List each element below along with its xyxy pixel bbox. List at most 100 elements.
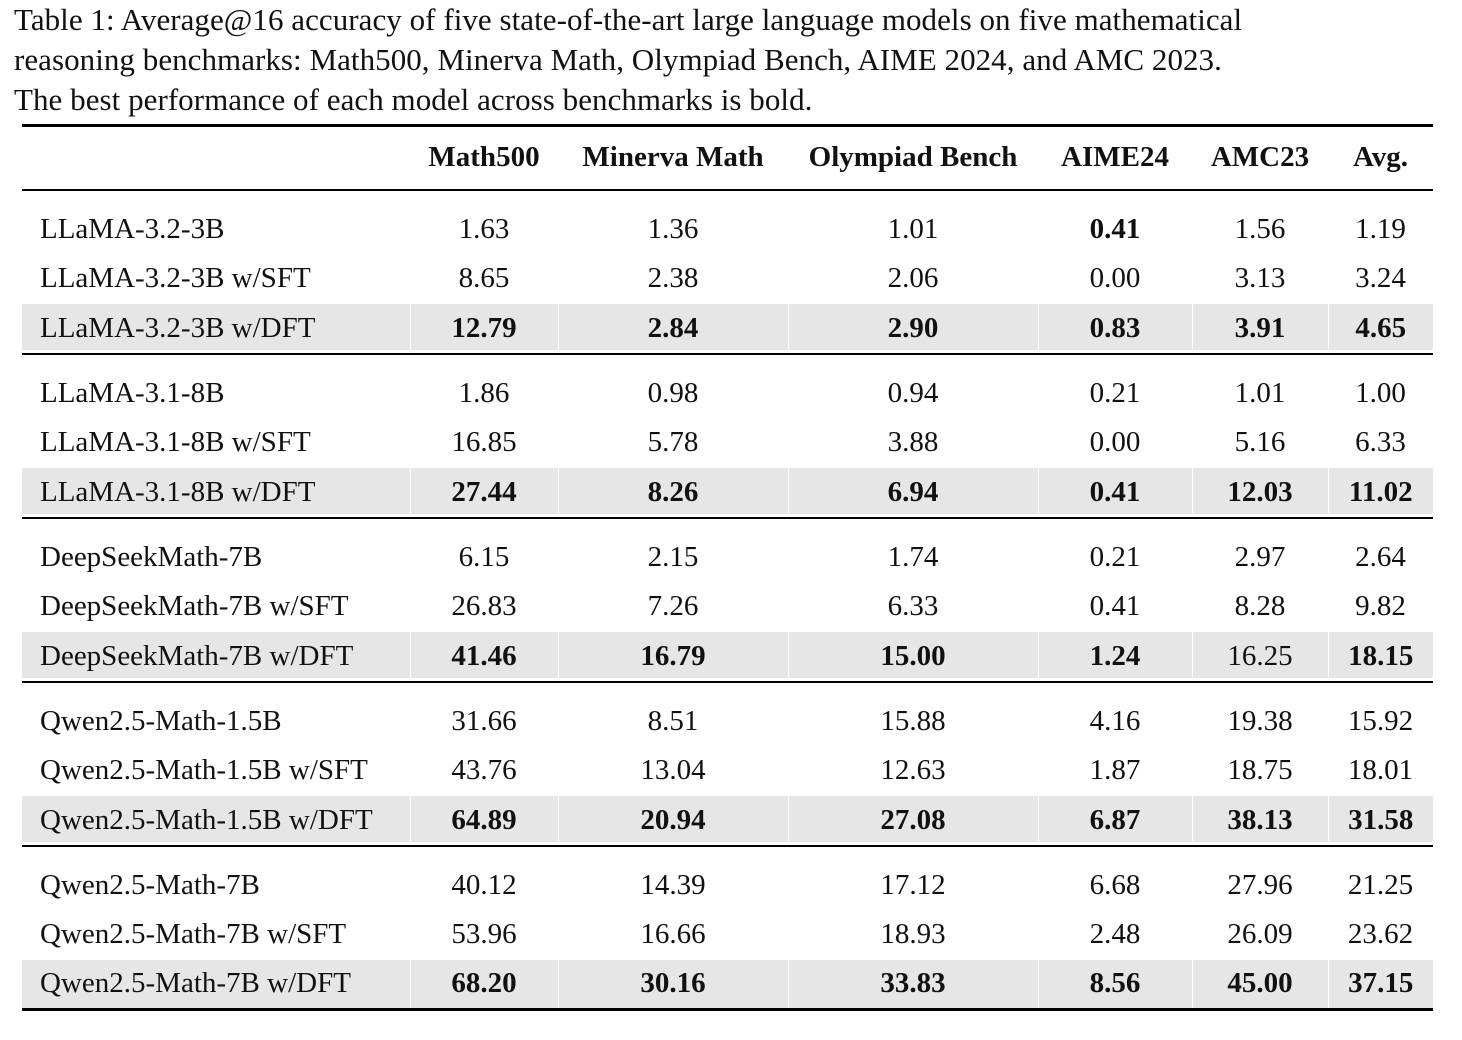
model-name-cell: DeepSeekMath-7B w/SFT bbox=[40, 590, 349, 622]
score-cell: 45.00 bbox=[1191, 959, 1328, 1011]
score-cell: 6.33 bbox=[887, 590, 939, 622]
score-cell: 8.26 bbox=[557, 467, 788, 519]
score-cell: 12.79 bbox=[409, 303, 558, 355]
score-cell: 6.94 bbox=[787, 467, 1038, 519]
score-cell: 18.75 bbox=[1227, 754, 1293, 786]
score-cell: 27.44 bbox=[409, 467, 558, 519]
score-cell: 6.87 bbox=[1037, 795, 1192, 847]
header-row: Math500 Minerva Math Olympiad Bench AIME24 A… bbox=[22, 125, 1433, 190]
caption-line-3: The best performance of each model acros… bbox=[14, 82, 813, 117]
score-cell: 1.00 bbox=[1355, 376, 1406, 409]
score-cell: 40.12 bbox=[451, 868, 517, 901]
score-cell: 18.01 bbox=[1347, 754, 1414, 786]
table-header: Math500 Minerva Math Olympiad Bench AIME24 A… bbox=[22, 125, 1433, 190]
score-cell: 0.41 bbox=[1089, 590, 1141, 622]
score-cell: 0.21 bbox=[1089, 540, 1141, 573]
score-cell: 13.04 bbox=[640, 754, 706, 786]
score-cell: 33.83 bbox=[787, 959, 1038, 1011]
score-cell: 18.93 bbox=[880, 918, 946, 950]
table-row: LLaMA-3.2-3B w/SFT 8.65 2.38 2.06 0.00 3.13 3.… bbox=[22, 254, 1433, 304]
table-row: LLaMA-3.2-3B w/DFT 12.79 2.84 2.90 0.83 3.91 4… bbox=[22, 303, 1433, 355]
score-cell: 19.38 bbox=[1227, 704, 1293, 737]
header-avg: Avg. bbox=[1352, 141, 1409, 174]
score-cell: 2.38 bbox=[647, 262, 699, 294]
score-cell: 18.15 bbox=[1327, 631, 1433, 683]
results-table-container: Math500 Minerva Math Olympiad Bench AIME24 A… bbox=[22, 124, 1433, 1011]
score-cell: 0.41 bbox=[1089, 212, 1141, 245]
score-cell: 2.84 bbox=[557, 303, 788, 355]
score-cell: 0.00 bbox=[1089, 426, 1141, 458]
table-row: Qwen2.5-Math-7B 40.12 14.39 17.12 6.68 27.96 2… bbox=[22, 846, 1433, 910]
score-cell: 37.15 bbox=[1327, 959, 1433, 1011]
header-olympiad-bench: Olympiad Bench bbox=[808, 141, 1018, 174]
score-cell: 43.76 bbox=[451, 754, 517, 786]
score-cell: 2.64 bbox=[1355, 540, 1406, 573]
score-cell: 53.96 bbox=[451, 918, 517, 950]
score-cell: 7.26 bbox=[647, 590, 699, 622]
table-caption: Table 1: Average@16 accuracy of five sta… bbox=[14, 0, 1454, 120]
score-cell: 64.89 bbox=[409, 795, 558, 847]
score-cell: 20.94 bbox=[557, 795, 788, 847]
model-name-cell: DeepSeekMath-7B w/DFT bbox=[22, 631, 410, 683]
score-cell: 26.83 bbox=[451, 590, 517, 622]
table-row: LLaMA-3.1-8B w/SFT 16.85 5.78 3.88 0.00 5.16 6… bbox=[22, 418, 1433, 468]
score-cell: 31.66 bbox=[451, 704, 517, 737]
score-cell: 2.48 bbox=[1089, 918, 1141, 950]
table-row: DeepSeekMath-7B w/SFT 26.83 7.26 6.33 0.41 8.… bbox=[22, 582, 1433, 632]
score-cell: 12.63 bbox=[880, 754, 946, 786]
model-name-cell: LLaMA-3.1-8B w/DFT bbox=[22, 467, 410, 519]
model-name-cell: Qwen2.5-Math-1.5B bbox=[40, 704, 282, 737]
score-cell: 0.83 bbox=[1037, 303, 1192, 355]
score-cell: 2.06 bbox=[887, 262, 939, 294]
score-cell: 5.16 bbox=[1234, 426, 1286, 458]
header-amc23: AMC23 bbox=[1210, 141, 1310, 174]
score-cell: 1.86 bbox=[458, 376, 510, 409]
score-cell: 27.08 bbox=[787, 795, 1038, 847]
table-row: LLaMA-3.1-8B 1.86 0.98 0.94 0.21 1.01 1.00 bbox=[22, 354, 1433, 418]
model-name-cell: DeepSeekMath-7B bbox=[40, 540, 263, 573]
score-cell: 8.56 bbox=[1037, 959, 1192, 1011]
score-cell: 9.82 bbox=[1355, 590, 1406, 622]
caption-line-2: reasoning benchmarks: Math500, Minerva M… bbox=[14, 42, 1222, 77]
model-name-cell: LLaMA-3.2-3B w/SFT bbox=[40, 262, 311, 294]
results-table: Math500 Minerva Math Olympiad Bench AIME24 A… bbox=[22, 124, 1433, 1011]
score-cell: 1.63 bbox=[458, 212, 510, 245]
score-cell: 8.51 bbox=[647, 704, 699, 737]
table-row: Qwen2.5-Math-1.5B 31.66 8.51 15.88 4.16 19.38… bbox=[22, 682, 1433, 746]
score-cell: 1.56 bbox=[1234, 212, 1286, 245]
score-cell: 17.12 bbox=[880, 868, 946, 901]
score-cell: 26.09 bbox=[1227, 918, 1293, 950]
model-name-cell: LLaMA-3.1-8B bbox=[40, 376, 225, 409]
score-cell: 30.16 bbox=[557, 959, 788, 1011]
score-cell: 68.20 bbox=[409, 959, 558, 1011]
score-cell: 11.02 bbox=[1327, 467, 1433, 519]
score-cell: 1.24 bbox=[1037, 631, 1192, 683]
score-cell: 21.25 bbox=[1347, 868, 1414, 901]
score-cell: 6.15 bbox=[458, 540, 510, 573]
table-row: DeepSeekMath-7B 6.15 2.15 1.74 0.21 2.97 2.64 bbox=[22, 518, 1433, 582]
score-cell: 3.88 bbox=[887, 426, 939, 458]
score-cell: 1.01 bbox=[1234, 376, 1286, 409]
score-cell: 31.58 bbox=[1327, 795, 1433, 847]
score-cell: 15.88 bbox=[880, 704, 946, 737]
score-cell: 3.13 bbox=[1234, 262, 1286, 294]
table-row: Qwen2.5-Math-1.5B w/DFT 64.89 20.94 27.08 6.… bbox=[22, 795, 1433, 847]
table-row: Qwen2.5-Math-7B w/DFT 68.20 30.16 33.83 8.56… bbox=[22, 959, 1433, 1011]
header-model bbox=[22, 126, 410, 190]
score-cell: 16.25 bbox=[1191, 631, 1328, 683]
score-cell: 2.90 bbox=[787, 303, 1038, 355]
score-cell: 41.46 bbox=[409, 631, 558, 683]
score-cell: 1.36 bbox=[647, 212, 699, 245]
score-cell: 15.00 bbox=[787, 631, 1038, 683]
score-cell: 6.33 bbox=[1355, 426, 1406, 458]
table-row: Qwen2.5-Math-7B w/SFT 53.96 16.66 18.93 2.48… bbox=[22, 910, 1433, 960]
score-cell: 4.65 bbox=[1327, 303, 1433, 355]
score-cell: 1.19 bbox=[1355, 212, 1406, 245]
score-cell: 3.91 bbox=[1191, 303, 1328, 355]
score-cell: 15.92 bbox=[1347, 704, 1414, 737]
score-cell: 1.74 bbox=[887, 540, 939, 573]
score-cell: 16.85 bbox=[451, 426, 517, 458]
score-cell: 16.66 bbox=[640, 918, 706, 950]
score-cell: 4.16 bbox=[1089, 704, 1141, 737]
score-cell: 27.96 bbox=[1227, 868, 1293, 901]
